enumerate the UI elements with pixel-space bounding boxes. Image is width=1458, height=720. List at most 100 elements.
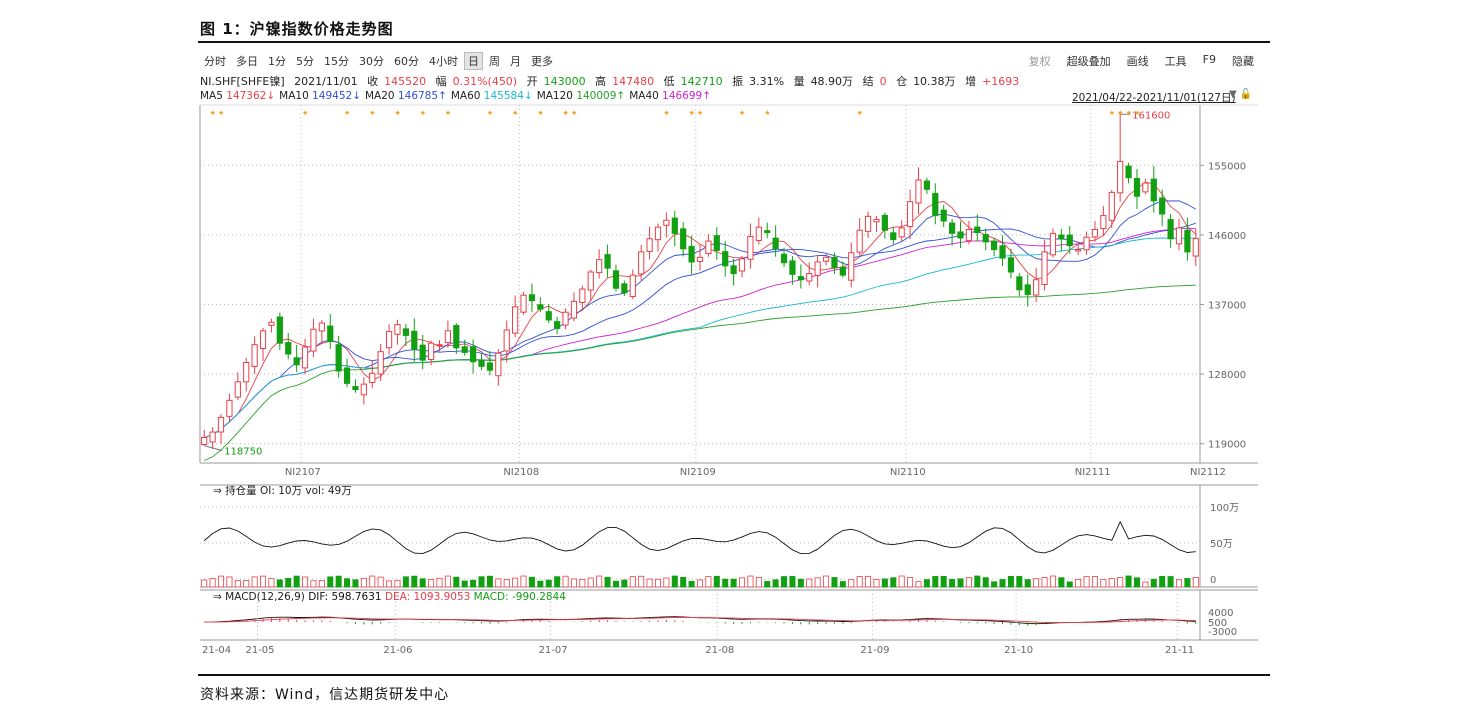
tool-button[interactable]: 画线	[1126, 55, 1149, 68]
volume-bar	[739, 577, 746, 588]
macd-header: ⇒ MACD(12,26,9) DIF: 598.7631 DEA: 1093.…	[213, 591, 566, 603]
candle	[856, 218, 863, 256]
period-button[interactable]: 更多	[531, 55, 553, 68]
volume-bar	[865, 575, 872, 588]
candle-body	[327, 325, 334, 343]
candle-body	[890, 232, 897, 241]
candle-body	[579, 288, 586, 304]
candle-body	[512, 306, 519, 334]
low-field: 低 142710	[663, 75, 723, 88]
date-label: 21-05	[245, 645, 274, 656]
candle	[259, 327, 267, 361]
price-tick-label: 137000	[1208, 300, 1246, 311]
price-tick-label: 155000	[1208, 161, 1246, 172]
candle-body	[705, 240, 712, 255]
period-button[interactable]: 4小时	[429, 55, 458, 68]
candle-body	[738, 258, 746, 272]
date-label: 21-08	[705, 645, 734, 656]
volume-bar	[831, 577, 838, 588]
volume-bar	[671, 575, 678, 588]
macd-macd: MACD: -990.2844	[474, 591, 567, 603]
candle-body	[638, 251, 645, 275]
candle	[436, 340, 443, 352]
candle	[201, 429, 208, 446]
period-button[interactable]: 5分	[296, 55, 314, 68]
top-rule	[198, 41, 1270, 43]
candle-body	[478, 360, 485, 367]
volume-bar	[419, 578, 426, 588]
candle-body	[696, 256, 704, 262]
candle	[730, 258, 737, 286]
candle-body	[864, 215, 872, 232]
candle	[1091, 221, 1099, 242]
period-button[interactable]: 30分	[359, 55, 384, 68]
lock-icon[interactable]: 🔓	[1239, 89, 1253, 100]
candle	[646, 226, 653, 260]
volume-bar	[596, 575, 603, 588]
tool-button[interactable]: 工具	[1164, 55, 1187, 68]
volume-bar	[621, 579, 628, 588]
volume-bar	[570, 578, 577, 588]
period-button[interactable]: 15分	[324, 55, 349, 68]
period-button[interactable]: 周	[489, 55, 500, 68]
tool-button[interactable]: 复权	[1028, 55, 1051, 68]
period-button[interactable]: 分时	[204, 55, 226, 68]
candle	[570, 292, 578, 322]
candle-body	[789, 260, 796, 275]
candle-body	[209, 431, 216, 443]
candle	[217, 414, 225, 444]
candle	[427, 340, 435, 366]
period-button[interactable]: 日	[464, 52, 483, 70]
volume-bar	[713, 575, 720, 588]
volume-bar	[285, 578, 292, 588]
volume-bar	[823, 575, 830, 588]
candle	[898, 220, 905, 242]
volume-bar	[730, 578, 737, 588]
ma-legend-item: MA20 146785↑	[365, 90, 447, 102]
date-range[interactable]: 2021/04/22-2021/11/01(127日)	[1072, 92, 1236, 104]
event-star-icon: ★	[369, 109, 375, 117]
volume-bar	[1033, 578, 1040, 588]
candle-body	[1033, 279, 1040, 296]
candle-body	[755, 226, 762, 241]
triangle-down-icon[interactable]: ▼	[1229, 89, 1237, 100]
period-button[interactable]: 月	[510, 55, 521, 68]
volume-bar	[411, 575, 418, 588]
tool-button[interactable]: 隐藏	[1232, 55, 1254, 68]
candle-body	[797, 276, 804, 281]
ma-legend: MA5 147362↓ MA10 149452↓ MA20 146785↑ MA60 …	[200, 90, 715, 102]
candle	[1159, 189, 1166, 227]
tool-button[interactable]: 超级叠加	[1066, 55, 1111, 68]
date-label: 21-07	[539, 645, 568, 656]
period-button[interactable]: 60分	[394, 55, 419, 68]
volume-bar	[999, 579, 1006, 588]
candle-body	[1024, 284, 1031, 295]
volume-bar	[495, 578, 502, 588]
candle	[957, 221, 964, 248]
tool-button[interactable]: F9	[1202, 53, 1216, 66]
event-star-icon: ★	[739, 109, 745, 117]
period-button[interactable]: 多日	[236, 55, 258, 68]
candle	[831, 252, 838, 275]
candle	[1033, 268, 1040, 303]
candle-body	[411, 330, 418, 350]
volume-bar	[680, 576, 687, 588]
volume-bar	[528, 576, 535, 588]
oi-line	[203, 520, 1196, 555]
volume-bar	[1041, 577, 1048, 588]
candle	[377, 343, 384, 382]
volume-bar	[554, 576, 561, 588]
volume-bar	[587, 577, 594, 588]
macd-dea: DEA: 1093.9053	[385, 591, 474, 603]
candle-body	[671, 217, 678, 234]
candle-body	[293, 357, 300, 366]
date-label: 21-10	[1004, 645, 1033, 656]
candle	[1184, 217, 1191, 261]
period-button[interactable]: 1分	[268, 55, 286, 68]
candle	[940, 204, 947, 228]
candle-body	[646, 238, 653, 252]
candle-body	[528, 294, 536, 302]
candle	[864, 211, 872, 238]
event-star-icon: ★	[445, 109, 451, 117]
